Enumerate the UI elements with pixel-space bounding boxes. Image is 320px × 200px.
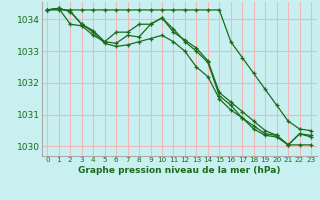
X-axis label: Graphe pression niveau de la mer (hPa): Graphe pression niveau de la mer (hPa)	[78, 166, 280, 175]
